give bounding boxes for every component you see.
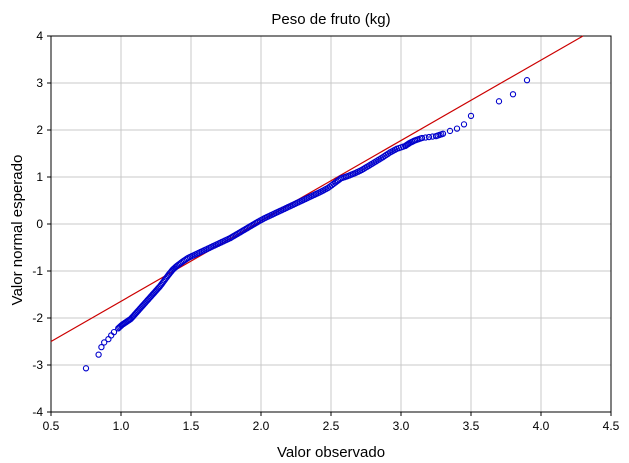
data-point — [98, 343, 105, 351]
data-point — [183, 255, 190, 262]
data-point — [302, 195, 309, 203]
data-point — [391, 146, 399, 153]
data-point — [453, 125, 461, 132]
x-tick-label: 2.5 — [323, 419, 340, 433]
x-tick-label: 0.5 — [43, 419, 60, 433]
x-tick-label: 3.5 — [463, 419, 480, 433]
y-axis-label: Valor normal esperado — [9, 155, 26, 306]
y-axis-ticks: 4 3 2 1 0 -1 -2 -3 -4 — [32, 29, 51, 419]
data-point — [197, 248, 204, 256]
data-point — [281, 205, 288, 212]
data-point — [260, 215, 267, 222]
data-point — [295, 199, 302, 206]
data-point — [154, 285, 162, 292]
data-point — [523, 77, 531, 84]
reference-line — [50, 35, 584, 343]
data-points — [82, 77, 531, 372]
data-point — [190, 252, 197, 259]
data-point — [129, 313, 137, 320]
y-tick-label: -4 — [32, 405, 43, 419]
data-point — [438, 131, 445, 138]
data-point — [82, 365, 90, 372]
data-point — [159, 280, 166, 287]
data-point — [274, 208, 281, 216]
data-point — [288, 202, 295, 209]
data-point — [267, 212, 274, 219]
x-tick-label: 3.0 — [393, 419, 410, 433]
x-tick-label: 4.0 — [533, 419, 550, 433]
data-point — [211, 242, 218, 249]
data-point — [336, 176, 343, 183]
data-point — [446, 127, 454, 135]
data-point — [495, 98, 503, 105]
y-tick-label: 2 — [36, 123, 43, 137]
data-point — [425, 133, 433, 141]
x-tick-label: 1.0 — [113, 419, 130, 433]
y-tick-label: 4 — [36, 29, 43, 43]
x-tick-label: 1.5 — [183, 419, 200, 433]
data-point — [356, 167, 364, 174]
data-point — [133, 308, 141, 316]
x-tick-label: 2.0 — [253, 419, 270, 433]
data-point — [204, 245, 211, 252]
data-point — [146, 294, 153, 301]
y-tick-label: 1 — [36, 170, 43, 184]
data-point — [101, 339, 108, 346]
data-point — [110, 328, 118, 336]
data-point — [342, 173, 350, 180]
data-point — [176, 260, 183, 267]
data-point — [460, 121, 468, 128]
x-tick-label: 4.5 — [603, 419, 620, 433]
data-point — [253, 219, 260, 226]
data-point — [167, 269, 174, 276]
y-tick-label: -3 — [32, 358, 43, 372]
y-tick-label: 0 — [36, 217, 43, 231]
y-tick-label: -2 — [32, 311, 43, 325]
data-point — [138, 304, 145, 311]
grid-lines — [51, 36, 611, 412]
data-point — [95, 351, 102, 358]
data-point — [218, 239, 225, 246]
data-point — [429, 133, 436, 140]
data-point — [163, 274, 170, 281]
data-point — [334, 177, 342, 184]
data-point — [349, 170, 357, 178]
data-point — [108, 332, 115, 339]
y-tick-label: 3 — [36, 76, 43, 90]
data-point — [467, 112, 475, 120]
data-point — [309, 192, 316, 199]
data-point — [142, 299, 149, 306]
x-axis-ticks: 0.5 1.0 1.5 2.0 2.5 3.0 3.5 4.0 4.5 — [43, 412, 620, 433]
data-point — [509, 91, 517, 98]
data-point — [150, 289, 158, 297]
chart-title: Peso de fruto (kg) — [271, 11, 390, 28]
data-point — [422, 134, 429, 141]
y-tick-label: -1 — [32, 264, 43, 278]
x-axis-label: Valor observado — [277, 444, 385, 461]
data-point — [316, 189, 323, 196]
